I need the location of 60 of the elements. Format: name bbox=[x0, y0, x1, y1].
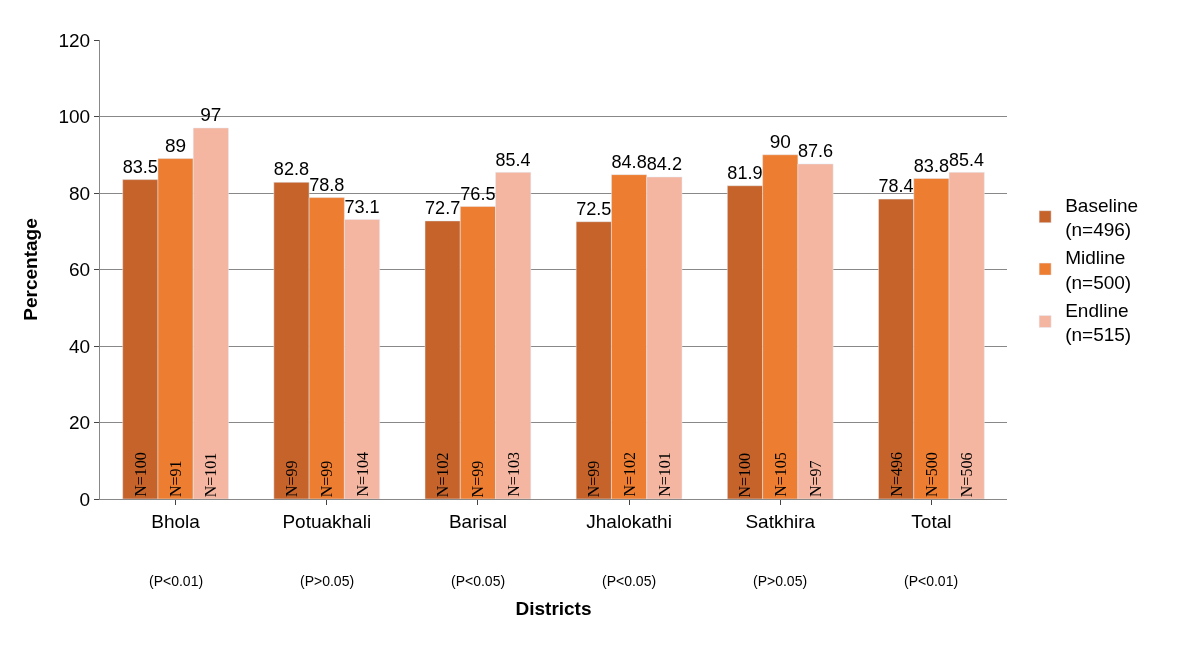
data-label: 97 bbox=[200, 103, 222, 125]
y-tick-label: 120 bbox=[58, 29, 91, 51]
annotation: N=101 bbox=[202, 452, 220, 498]
data-label: 85.4 bbox=[949, 149, 984, 170]
data-label: 73.1 bbox=[344, 196, 380, 217]
data-label: 87.6 bbox=[797, 141, 834, 162]
data-label: 76.5 bbox=[460, 183, 496, 204]
x-tick-label: Satkhira bbox=[745, 510, 816, 532]
legend-label: Baseline (n=496) bbox=[1065, 194, 1139, 241]
data-label: 82.8 bbox=[273, 159, 310, 180]
data-label: 89 bbox=[165, 134, 187, 156]
data-label: 83.5 bbox=[122, 156, 158, 177]
annotation: N=99 bbox=[282, 460, 300, 497]
data-label: 78.4 bbox=[878, 176, 914, 197]
data-label: 72.5 bbox=[576, 198, 612, 219]
annotation: N=99 bbox=[469, 460, 487, 498]
y-tick-label: 80 bbox=[69, 182, 91, 204]
annotation: N=103 bbox=[504, 452, 522, 497]
text: (P<0.01) bbox=[149, 573, 204, 589]
annotation: N=99 bbox=[318, 460, 336, 498]
annotation: N=100 bbox=[736, 452, 754, 498]
y-tick-label: 0 bbox=[79, 488, 91, 510]
text: (P>0.05) bbox=[300, 573, 355, 589]
annotation: N=105 bbox=[771, 452, 789, 497]
data-label: 85.4 bbox=[495, 149, 531, 170]
data-label: 84.8 bbox=[611, 151, 647, 172]
annotation: N=101 bbox=[655, 452, 673, 497]
annotation: N=500 bbox=[922, 452, 940, 497]
annotation: N=91 bbox=[167, 460, 185, 498]
text: (P<0.05) bbox=[602, 573, 657, 589]
x-axis-title: Districts bbox=[515, 597, 592, 619]
x-tick-label: Bhola bbox=[151, 510, 201, 532]
y-axis-title: Percentage bbox=[20, 218, 42, 321]
annotation: N=102 bbox=[620, 452, 638, 497]
text: (P<0.01) bbox=[904, 573, 959, 589]
legend-label: Endline (n=515) bbox=[1065, 299, 1132, 346]
x-tick-label: Potuakhali bbox=[282, 510, 372, 532]
data-label: 81.9 bbox=[727, 162, 763, 183]
data-label: 78.8 bbox=[309, 174, 345, 195]
y-tick-label: 40 bbox=[69, 335, 91, 357]
data-label: 72.7 bbox=[425, 198, 461, 219]
annotation: N=496 bbox=[887, 452, 905, 497]
legend-label: Midline (n=500) bbox=[1065, 247, 1132, 293]
annotation: N=506 bbox=[958, 452, 976, 498]
x-tick-label: Total bbox=[911, 510, 952, 532]
x-tick-label: Barisal bbox=[448, 510, 507, 532]
y-tick-label: 20 bbox=[69, 412, 91, 434]
y-tick-label: 60 bbox=[69, 259, 91, 281]
text: (P<0.05) bbox=[451, 573, 506, 589]
annotation: N=104 bbox=[353, 451, 371, 497]
data-label: 90 bbox=[769, 130, 791, 152]
annotation: N=99 bbox=[585, 460, 603, 498]
annotation: N=97 bbox=[807, 460, 825, 498]
y-tick-label: 100 bbox=[58, 106, 91, 128]
annotation: N=100 bbox=[131, 452, 149, 497]
x-tick-label: Jhalokathi bbox=[586, 510, 672, 532]
annotation: N=102 bbox=[434, 452, 452, 498]
data-label: 84.2 bbox=[646, 154, 682, 175]
data-label: 83.8 bbox=[913, 155, 950, 176]
text: (P>0.05) bbox=[753, 573, 808, 589]
